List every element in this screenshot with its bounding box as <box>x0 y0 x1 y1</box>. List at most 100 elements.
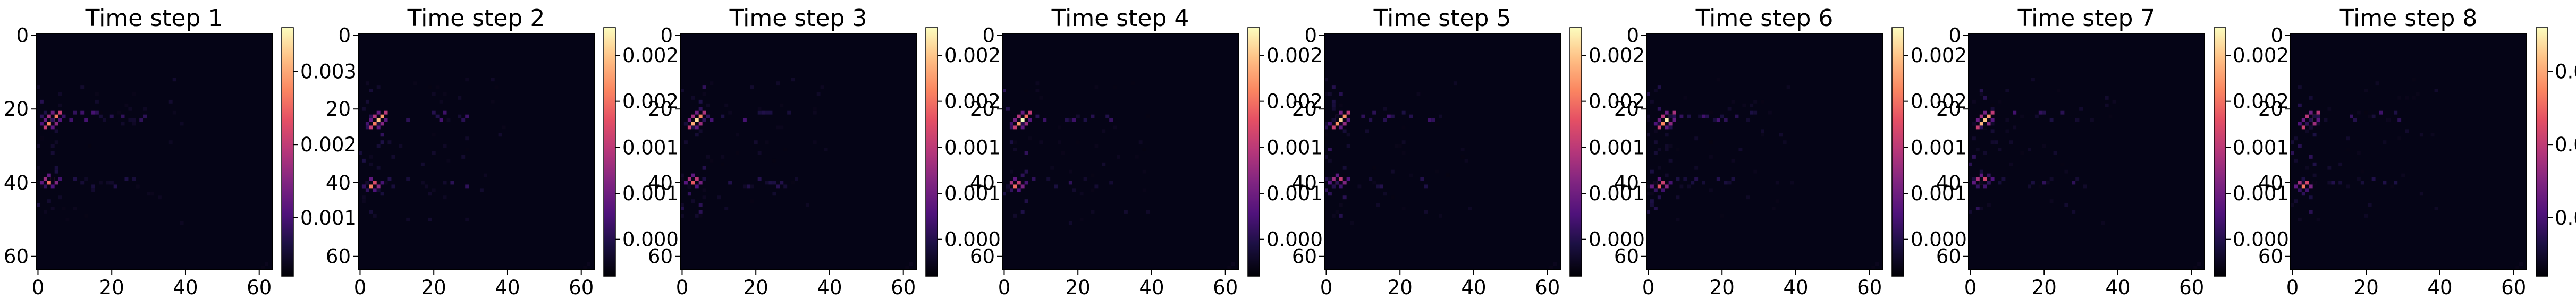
heatmap-cell <box>2298 181 2302 185</box>
heatmap-cell <box>387 140 392 144</box>
y-tick-label: 0 <box>1626 24 1639 47</box>
heatmap-cell <box>1324 155 1328 159</box>
heatmap-cell <box>1676 195 1680 200</box>
heatmap-cell <box>376 125 381 130</box>
heatmap-cell <box>1094 184 1099 189</box>
heatmap-cell <box>1665 173 1669 177</box>
axes-frame <box>2290 33 2527 270</box>
heatmap-cell <box>1720 114 1724 118</box>
colorbar-tick-label: 0.003 <box>300 61 357 83</box>
heatmap-cell <box>1028 118 1032 122</box>
heatmap-cell <box>698 213 703 218</box>
heatmap-cell <box>1346 110 1350 115</box>
heatmap-cell <box>136 184 140 189</box>
x-tick-label: 20 <box>1388 276 1413 299</box>
heatmap-cell <box>1665 144 1669 148</box>
heatmap-cell <box>1102 162 1106 166</box>
heatmap-image <box>36 33 272 269</box>
x-tick-label: 20 <box>1710 276 1735 299</box>
heatmap-cell <box>702 177 706 181</box>
heatmap-cell <box>1724 118 1728 122</box>
heatmap-cell <box>698 210 703 214</box>
heatmap-cell <box>1068 118 1072 122</box>
heatmap-cell <box>2360 169 2364 174</box>
heatmap-cell <box>1398 144 1402 148</box>
heatmap-cell <box>587 262 591 266</box>
heatmap-cell <box>432 92 436 96</box>
heatmap-cell <box>1094 85 1099 89</box>
heatmap-cell <box>1342 122 1347 126</box>
heatmap-cell <box>1653 151 1658 155</box>
heatmap-cell <box>1361 114 1365 118</box>
heatmap-cell <box>687 118 691 122</box>
heatmap-cell <box>680 173 684 177</box>
x-tick-label: 0 <box>354 276 367 299</box>
heatmap-cell <box>1324 177 1328 181</box>
heatmap-cell <box>1983 177 1987 181</box>
heatmap-cell <box>1972 136 1976 141</box>
heatmap-cell <box>1657 107 1661 111</box>
heatmap-cell <box>106 181 110 185</box>
heatmap-cell <box>1987 181 1991 185</box>
colorbar-tick-label: 0.001 <box>1911 182 1967 205</box>
heatmap-cell <box>1339 203 1343 207</box>
heatmap-cell <box>2364 213 2368 218</box>
y-tick-label: 20 <box>2258 98 2283 121</box>
heatmap-cell <box>691 114 695 118</box>
heatmap-cell <box>47 122 51 126</box>
y-tick-label: 20 <box>1292 98 1317 121</box>
heatmap-cell <box>1653 207 1658 210</box>
heatmap-cell <box>1775 181 1779 185</box>
heatmap-cell <box>683 140 688 144</box>
heatmap-cell <box>1975 148 1980 151</box>
heatmap-cell <box>2327 181 2332 185</box>
heatmap-cell <box>432 133 436 137</box>
heatmap-cell <box>2301 177 2305 181</box>
heatmap-cell <box>710 158 714 163</box>
heatmap-cell <box>746 184 750 189</box>
x-tick-label: 40 <box>2427 276 2452 299</box>
heatmap-cell <box>1146 210 1150 214</box>
heatmap-cell <box>1401 125 1406 130</box>
heatmap-cell <box>2042 110 2046 115</box>
heatmap-cell <box>1653 89 1658 92</box>
heatmap-cell <box>1390 114 1395 118</box>
heatmap-cell <box>1727 107 1732 111</box>
x-tick-label: 0 <box>2286 276 2299 299</box>
heatmap-cell <box>1083 177 1087 181</box>
heatmap-cell <box>1383 107 1387 111</box>
heatmap-cell <box>1761 129 1764 133</box>
heatmap-cell <box>687 125 691 130</box>
y-tick-label: 0 <box>1948 24 1961 47</box>
heatmap-cell <box>2034 114 2039 118</box>
heatmap-cell <box>1679 114 1684 118</box>
heatmap-cell <box>2312 162 2317 166</box>
heatmap-cell <box>1661 114 1665 118</box>
heatmap-cell <box>2105 103 2109 107</box>
heatmap-cell <box>1553 262 1557 266</box>
heatmap-cell <box>446 158 451 163</box>
heatmap-cell <box>95 92 99 96</box>
heatmap-cell <box>2020 151 2024 155</box>
axes-frame <box>1646 33 1883 270</box>
heatmap-image <box>1324 33 1560 269</box>
heatmap-cell <box>772 192 776 196</box>
x-tick-label: 0 <box>1642 276 1655 299</box>
heatmap-cell <box>1750 110 1754 115</box>
heatmap-cell <box>491 78 495 82</box>
heatmap-cell <box>2028 148 2031 151</box>
heatmap-image <box>1646 33 1882 269</box>
heatmap-cell <box>824 148 828 151</box>
x-tick-label: 20 <box>2032 276 2057 299</box>
heatmap-cell <box>787 110 791 115</box>
y-tick-label: 20 <box>1614 98 1639 121</box>
heatmap-cell <box>1006 188 1010 192</box>
colorbar <box>2536 27 2548 277</box>
heatmap-cell <box>132 177 136 181</box>
heatmap-cell <box>1017 181 1021 185</box>
heatmap-cell <box>1731 99 1735 104</box>
heatmap-cell <box>1335 122 1339 126</box>
heatmap-cell <box>80 110 85 115</box>
heatmap-cell <box>1460 148 1465 151</box>
heatmap-cell <box>1335 114 1339 118</box>
